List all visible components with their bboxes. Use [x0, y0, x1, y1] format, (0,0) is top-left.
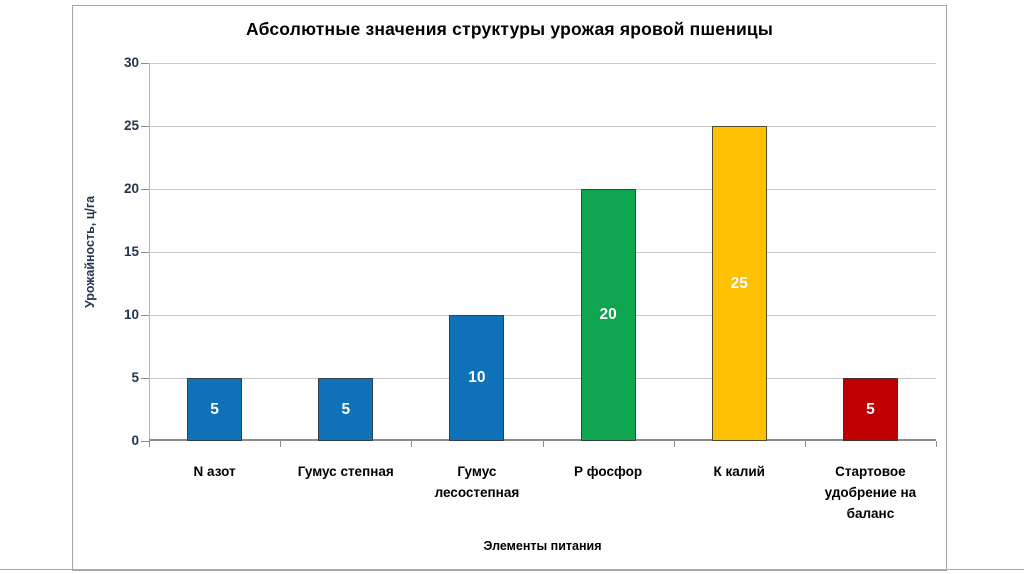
- gridline: [149, 126, 936, 127]
- bar: 5: [318, 378, 374, 441]
- bar-value-label: 25: [730, 274, 748, 292]
- gridline: [149, 252, 936, 253]
- y-axis-title: Урожайность, ц/га: [77, 63, 103, 441]
- y-tick-mark: [141, 315, 149, 316]
- gridline: [149, 63, 936, 64]
- gridline: [149, 189, 936, 190]
- y-tick-mark: [141, 126, 149, 127]
- y-tick-mark: [141, 378, 149, 379]
- x-tick-mark: [673, 441, 675, 447]
- category-label: Гумус степная: [297, 464, 394, 479]
- x-tick-mark: [804, 441, 806, 447]
- chart-title: Абсолютные значения структуры урожая яро…: [245, 19, 774, 39]
- bottom-rule: [0, 569, 1024, 570]
- x-axis-line: [149, 439, 936, 441]
- gridline: [149, 378, 936, 379]
- x-tick-mark: [411, 441, 413, 447]
- bar-value-label: 20: [599, 306, 617, 323]
- y-tick-mark: [141, 63, 149, 64]
- y-axis-title-text: Урожайность, ц/га: [83, 195, 98, 309]
- bar: 10: [449, 315, 505, 441]
- y-tick-mark: [141, 189, 149, 190]
- category-label: Р фосфор: [574, 464, 643, 479]
- x-tick-mark: [280, 441, 282, 447]
- bar-value-label: 5: [210, 400, 219, 418]
- plot-area: 5 5 10 20 25 5: [149, 63, 936, 441]
- gridline: [149, 315, 936, 316]
- y-tick-mark: [141, 252, 149, 253]
- category-label: Гумус лесостепная: [434, 464, 520, 500]
- x-tick-mark: [936, 441, 937, 447]
- bar: 25: [711, 126, 767, 441]
- bar: 5: [842, 378, 898, 441]
- category-label: К калий: [713, 464, 765, 479]
- x-tick-mark: [149, 441, 150, 447]
- x-tick-mark: [542, 441, 544, 447]
- bar: 5: [187, 378, 243, 441]
- chart-frame: Абсолютные значения структуры урожая яро…: [72, 5, 947, 571]
- bar-value-label: 10: [468, 369, 486, 386]
- y-tick-mark: [141, 441, 149, 442]
- bar-value-label: 5: [341, 400, 351, 418]
- bar: 20: [580, 189, 636, 441]
- bar-value-label: 5: [866, 400, 875, 418]
- category-label: Стартовое удобрение на баланс: [824, 464, 917, 521]
- x-axis-title: Элементы питания: [483, 539, 602, 553]
- category-label: N азот: [193, 464, 236, 479]
